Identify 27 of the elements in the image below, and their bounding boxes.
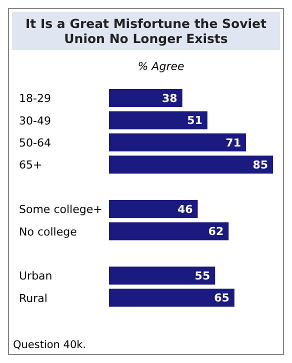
data-label: 85: [252, 158, 268, 172]
y-tick-label: No college: [19, 225, 78, 238]
data-label: 51: [187, 114, 202, 128]
bar: [109, 133, 246, 152]
text: Question 40k.: [13, 339, 86, 351]
y-tick-label: Some college+: [19, 203, 102, 216]
bar: [109, 89, 182, 107]
y-tick-label: 65+: [19, 158, 42, 172]
y-tick-label: Urban: [19, 270, 52, 283]
y-tick-label: 50-64: [19, 136, 51, 150]
data-label: 46: [177, 202, 194, 216]
bar: [109, 222, 229, 240]
data-label: 65: [214, 292, 230, 305]
bar: [109, 156, 273, 174]
bar: [109, 111, 208, 130]
y-tick-label: Rural: [19, 292, 48, 305]
bar: [109, 200, 198, 218]
data-label: 55: [194, 270, 210, 283]
bar: [109, 288, 234, 307]
data-label: 71: [226, 136, 241, 150]
data-label: 38: [162, 92, 178, 105]
y-tick-label: 30-49: [19, 114, 51, 128]
data-label: 62: [208, 225, 224, 238]
bar: [109, 266, 216, 285]
y-tick-label: 18-29: [19, 92, 51, 106]
chart-title: It Is a Great Misfortune the Soviet Union No Longer Exists: [12, 12, 280, 50]
chart-subtitle: % Agree: [136, 60, 186, 73]
